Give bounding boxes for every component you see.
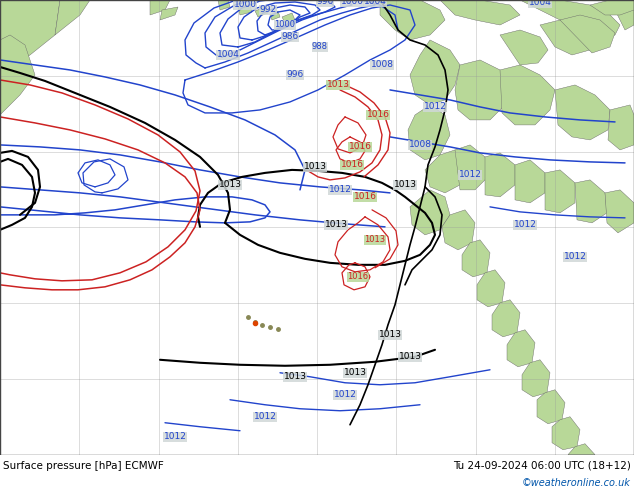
Text: 996: 996 bbox=[316, 0, 333, 6]
Text: 1016: 1016 bbox=[340, 160, 363, 170]
Text: 1013: 1013 bbox=[394, 180, 417, 190]
Polygon shape bbox=[537, 390, 565, 424]
Polygon shape bbox=[555, 85, 610, 140]
Polygon shape bbox=[440, 0, 520, 25]
Text: 1013: 1013 bbox=[325, 220, 347, 229]
Polygon shape bbox=[282, 13, 295, 23]
Polygon shape bbox=[590, 0, 634, 15]
Polygon shape bbox=[500, 65, 555, 125]
Polygon shape bbox=[255, 7, 268, 17]
Polygon shape bbox=[455, 145, 488, 190]
Text: 1016: 1016 bbox=[347, 272, 368, 281]
Polygon shape bbox=[150, 0, 170, 15]
Text: 1013: 1013 bbox=[399, 352, 422, 361]
Text: 1012: 1012 bbox=[333, 390, 356, 399]
Polygon shape bbox=[477, 270, 505, 307]
Text: 1012: 1012 bbox=[424, 102, 446, 111]
Polygon shape bbox=[605, 190, 634, 233]
Polygon shape bbox=[442, 210, 475, 250]
Text: 1000: 1000 bbox=[233, 0, 257, 9]
Text: 1000: 1000 bbox=[275, 21, 295, 29]
Text: 1016: 1016 bbox=[366, 110, 389, 120]
Polygon shape bbox=[540, 20, 595, 55]
Polygon shape bbox=[485, 153, 515, 197]
Polygon shape bbox=[608, 105, 634, 150]
Polygon shape bbox=[560, 15, 615, 53]
Polygon shape bbox=[568, 444, 595, 455]
Polygon shape bbox=[545, 170, 575, 213]
Text: 1016: 1016 bbox=[349, 143, 372, 151]
Polygon shape bbox=[522, 360, 550, 397]
Text: 1012: 1012 bbox=[458, 171, 481, 179]
Text: 1012: 1012 bbox=[254, 412, 276, 421]
Polygon shape bbox=[500, 30, 548, 65]
Text: 1004: 1004 bbox=[363, 0, 387, 6]
Text: 1016: 1016 bbox=[354, 193, 377, 201]
Text: 1004: 1004 bbox=[529, 0, 552, 7]
Text: 1000: 1000 bbox=[340, 0, 363, 6]
Polygon shape bbox=[0, 35, 35, 115]
Text: 1008: 1008 bbox=[408, 141, 432, 149]
Text: Tu 24-09-2024 06:00 UTC (18+12): Tu 24-09-2024 06:00 UTC (18+12) bbox=[453, 461, 631, 471]
Text: 1008: 1008 bbox=[370, 60, 394, 70]
Polygon shape bbox=[410, 40, 460, 105]
Text: 986: 986 bbox=[281, 32, 299, 42]
Text: 1013: 1013 bbox=[365, 235, 385, 245]
Text: 1013: 1013 bbox=[344, 368, 366, 377]
Text: 1013: 1013 bbox=[283, 372, 306, 381]
Text: 996: 996 bbox=[287, 71, 304, 79]
Text: 1013: 1013 bbox=[327, 80, 349, 90]
Polygon shape bbox=[492, 300, 520, 337]
Text: 1013: 1013 bbox=[378, 330, 401, 339]
Polygon shape bbox=[507, 330, 535, 367]
Text: ©weatheronline.co.uk: ©weatheronline.co.uk bbox=[522, 478, 631, 488]
Text: 1013: 1013 bbox=[219, 180, 242, 190]
Polygon shape bbox=[462, 240, 490, 277]
Polygon shape bbox=[425, 150, 465, 193]
Text: 988: 988 bbox=[312, 43, 328, 51]
Text: 1012: 1012 bbox=[564, 252, 586, 261]
Polygon shape bbox=[455, 60, 510, 120]
Polygon shape bbox=[515, 160, 545, 203]
Text: Surface pressure [hPa] ECMWF: Surface pressure [hPa] ECMWF bbox=[3, 461, 164, 471]
Text: 1013: 1013 bbox=[304, 162, 327, 171]
Polygon shape bbox=[218, 0, 230, 10]
Polygon shape bbox=[270, 11, 280, 20]
Polygon shape bbox=[0, 0, 60, 75]
Polygon shape bbox=[238, 5, 252, 15]
Polygon shape bbox=[408, 105, 450, 160]
Text: 1012: 1012 bbox=[328, 185, 351, 195]
Polygon shape bbox=[380, 0, 445, 40]
Text: 992: 992 bbox=[259, 5, 276, 15]
Polygon shape bbox=[55, 0, 90, 35]
Text: 1004: 1004 bbox=[217, 50, 240, 59]
Polygon shape bbox=[410, 190, 450, 235]
Text: 1012: 1012 bbox=[514, 220, 536, 229]
Polygon shape bbox=[520, 0, 620, 40]
Text: 1012: 1012 bbox=[164, 432, 186, 441]
Polygon shape bbox=[160, 7, 178, 20]
Polygon shape bbox=[610, 0, 634, 30]
Polygon shape bbox=[552, 416, 580, 450]
Polygon shape bbox=[575, 180, 607, 223]
